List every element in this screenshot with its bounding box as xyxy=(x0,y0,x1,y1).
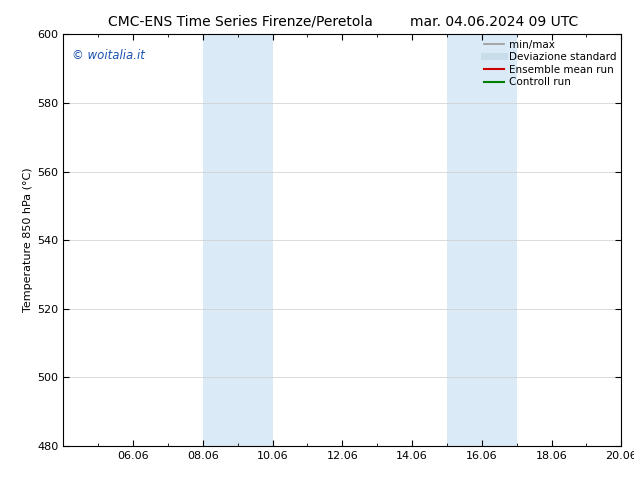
Legend: min/max, Deviazione standard, Ensemble mean run, Controll run: min/max, Deviazione standard, Ensemble m… xyxy=(482,37,618,89)
Bar xyxy=(447,34,517,446)
Text: © woitalia.it: © woitalia.it xyxy=(72,49,145,62)
Y-axis label: Temperature 850 hPa (°C): Temperature 850 hPa (°C) xyxy=(23,168,33,313)
Text: mar. 04.06.2024 09 UTC: mar. 04.06.2024 09 UTC xyxy=(410,15,579,29)
Text: CMC-ENS Time Series Firenze/Peretola: CMC-ENS Time Series Firenze/Peretola xyxy=(108,15,373,29)
Bar xyxy=(203,34,273,446)
